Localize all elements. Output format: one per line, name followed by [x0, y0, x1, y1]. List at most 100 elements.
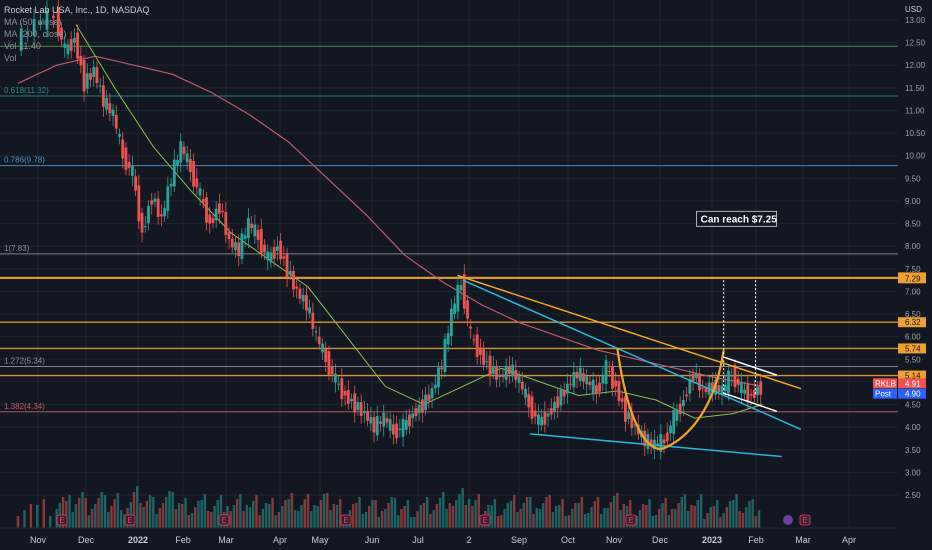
candle-body[interactable]: [182, 146, 186, 155]
candle-body[interactable]: [669, 425, 672, 434]
candle-body[interactable]: [230, 238, 234, 248]
candle-body[interactable]: [275, 246, 279, 251]
candle-body[interactable]: [45, 10, 49, 30]
candle-body[interactable]: [433, 384, 437, 389]
cup-pattern[interactable]: [616, 347, 725, 450]
candle-body[interactable]: [69, 39, 73, 51]
candle-body[interactable]: [723, 384, 727, 391]
candle-body[interactable]: [556, 396, 560, 409]
candle-body[interactable]: [536, 414, 540, 425]
candle-body[interactable]: [659, 434, 663, 452]
candle-body[interactable]: [620, 398, 624, 402]
candle-body[interactable]: [279, 240, 283, 260]
candle-body[interactable]: [95, 67, 99, 84]
candle-body[interactable]: [19, 28, 23, 51]
candle-body[interactable]: [321, 343, 324, 353]
candle-body[interactable]: [85, 73, 89, 89]
candle-body[interactable]: [192, 161, 196, 187]
candle-body[interactable]: [159, 214, 163, 217]
candle-body[interactable]: [269, 252, 273, 263]
candle-body[interactable]: [214, 208, 218, 221]
candle-body[interactable]: [292, 270, 295, 290]
candle-body[interactable]: [343, 390, 347, 396]
candle-body[interactable]: [507, 365, 511, 374]
candle-body[interactable]: [675, 409, 679, 421]
candle-body[interactable]: [253, 224, 257, 237]
candle-body[interactable]: [130, 165, 134, 176]
candle-body[interactable]: [63, 43, 67, 48]
candle-body[interactable]: [623, 396, 627, 422]
candle-body[interactable]: [546, 413, 550, 417]
candle-body[interactable]: [372, 417, 376, 433]
candle-body[interactable]: [246, 218, 250, 239]
candle-body[interactable]: [517, 376, 521, 383]
candle-body[interactable]: [739, 382, 743, 394]
channel-lower-line[interactable]: [530, 433, 782, 458]
candle-body[interactable]: [150, 200, 154, 205]
candle-body[interactable]: [594, 385, 598, 394]
candle-body[interactable]: [417, 404, 421, 414]
candle-body[interactable]: [256, 229, 260, 240]
candle-body[interactable]: [527, 394, 531, 408]
volume-label[interactable]: Vol 11.40: [4, 40, 150, 52]
candle-body[interactable]: [478, 348, 482, 355]
candle-body[interactable]: [76, 32, 80, 59]
wedge-upper-line[interactable]: [457, 274, 802, 390]
candle-body[interactable]: [224, 212, 228, 236]
candle-body[interactable]: [404, 419, 408, 430]
candle-body[interactable]: [221, 210, 225, 213]
candle-body[interactable]: [453, 303, 457, 315]
candle-body[interactable]: [694, 373, 698, 379]
volume-label-2[interactable]: Vol: [4, 53, 17, 63]
candle-body[interactable]: [446, 333, 450, 345]
candle-body[interactable]: [559, 390, 563, 406]
candle-body[interactable]: [285, 253, 289, 277]
candle-body[interactable]: [591, 379, 595, 394]
candle-body[interactable]: [611, 366, 614, 389]
candle-body[interactable]: [208, 214, 212, 224]
candle-body[interactable]: [607, 371, 611, 373]
candle-body[interactable]: [317, 336, 321, 345]
candle-body[interactable]: [185, 153, 189, 163]
candle-body[interactable]: [140, 213, 144, 233]
candle-body[interactable]: [736, 378, 740, 385]
candle-body[interactable]: [562, 390, 566, 397]
candle-body[interactable]: [379, 421, 382, 424]
candle-body[interactable]: [366, 410, 370, 421]
candle-body[interactable]: [408, 414, 411, 427]
candle-body[interactable]: [440, 367, 444, 370]
candle-body[interactable]: [456, 284, 460, 312]
candle-body[interactable]: [243, 235, 247, 239]
candle-body[interactable]: [301, 295, 305, 302]
candle-body[interactable]: [169, 183, 173, 187]
candle-body[interactable]: [701, 387, 705, 389]
candle-body[interactable]: [549, 408, 553, 415]
candle-body[interactable]: [127, 161, 131, 168]
candle-body[interactable]: [475, 334, 479, 357]
earnings-marker[interactable]: [56, 514, 68, 526]
candle-body[interactable]: [288, 270, 292, 275]
candle-body[interactable]: [272, 247, 276, 259]
candle-body[interactable]: [678, 403, 682, 415]
earnings-marker[interactable]: [479, 514, 491, 526]
candle-body[interactable]: [553, 401, 556, 412]
candle-body[interactable]: [649, 439, 653, 447]
candle-body[interactable]: [540, 416, 544, 426]
candle-body[interactable]: [79, 55, 83, 66]
candle-body[interactable]: [101, 85, 105, 107]
candle-body[interactable]: [234, 242, 237, 251]
candle-body[interactable]: [121, 139, 125, 159]
candle-body[interactable]: [166, 186, 170, 211]
candle-body[interactable]: [56, 7, 60, 36]
earnings-marker[interactable]: [625, 514, 637, 526]
candle-body[interactable]: [469, 326, 473, 329]
candle-body[interactable]: [346, 390, 350, 404]
candle-body[interactable]: [282, 256, 286, 259]
candle-body[interactable]: [176, 159, 179, 166]
candle-body[interactable]: [572, 371, 576, 388]
candle-body[interactable]: [498, 374, 502, 378]
candle-body[interactable]: [201, 199, 205, 203]
candle-body[interactable]: [211, 218, 215, 223]
candle-body[interactable]: [756, 386, 759, 396]
